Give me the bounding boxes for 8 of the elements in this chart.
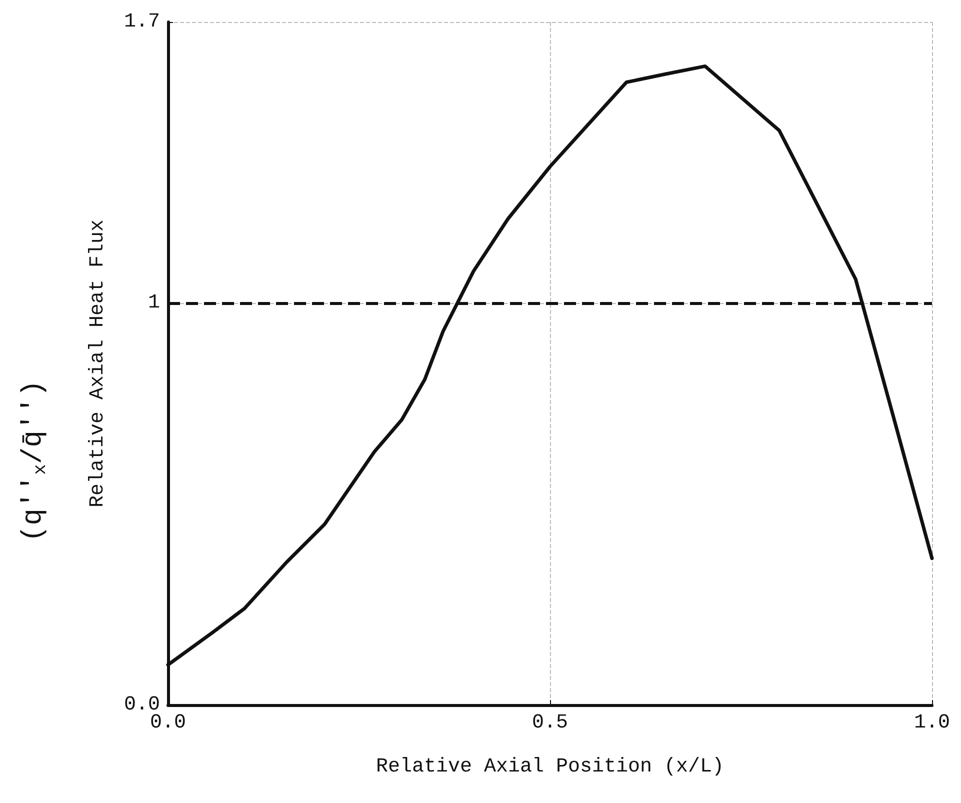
x-tick-label: 1.0 xyxy=(914,712,950,734)
y-tick-label: 1.7 xyxy=(124,10,160,34)
y-tick-label: 1 xyxy=(148,292,160,315)
x-tick-label: 0.5 xyxy=(532,712,568,734)
text: (q''x/q̄'') xyxy=(18,380,51,542)
y-axis-title: Relative Axial Heat Flux xyxy=(86,219,110,508)
x-axis-title: Relative Axial Position (x/L) xyxy=(376,756,724,778)
x-tick-label: 0.0 xyxy=(150,712,186,734)
